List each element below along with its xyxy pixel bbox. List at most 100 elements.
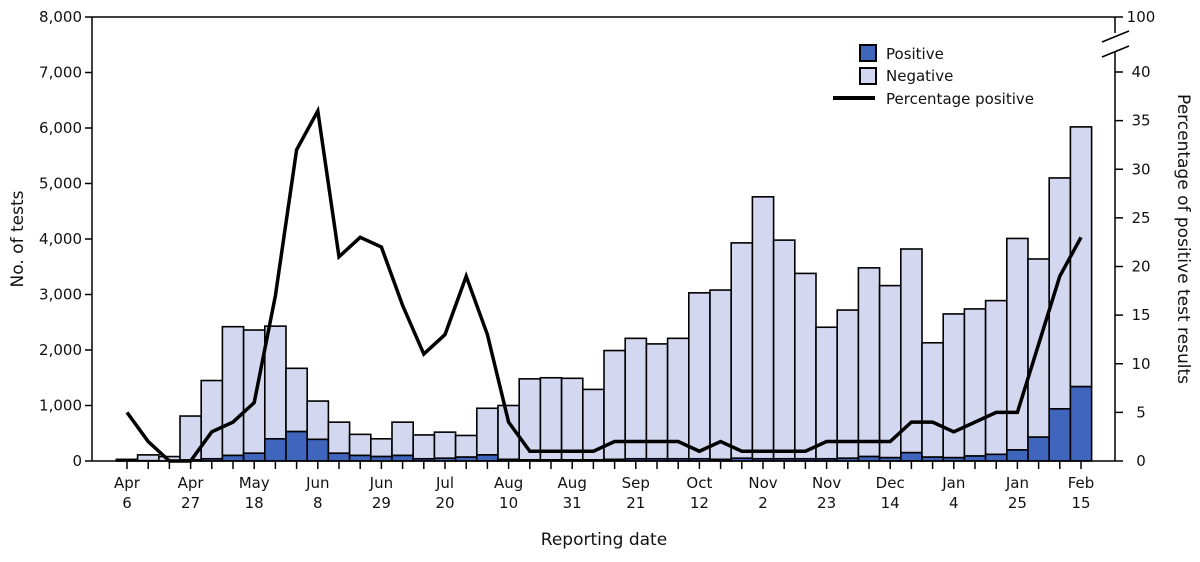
bar-negative: [1007, 238, 1028, 449]
bar-negative: [371, 439, 392, 457]
x-axis-title: Reporting date: [541, 530, 667, 550]
bar-negative: [880, 286, 901, 458]
bar-positive: [307, 439, 328, 461]
bar-positive: [986, 454, 1007, 461]
legend-label-positive: Positive: [886, 45, 944, 63]
legend-swatch-negative: [860, 68, 876, 84]
bar-positive: [1007, 450, 1028, 461]
x-tick-label-month: Apr: [178, 474, 205, 492]
bar-positive: [392, 455, 413, 461]
y2-tick-label: 15: [1131, 306, 1150, 324]
bar-positive: [222, 455, 243, 461]
x-tick-label-day: 8: [313, 494, 323, 512]
x-tick-label-day: 29: [372, 494, 391, 512]
bar-negative: [413, 435, 434, 459]
x-tick-label-month: Aug: [558, 474, 587, 492]
y-tick-label: 0: [72, 452, 82, 470]
bar-negative: [201, 381, 222, 459]
x-tick-label-day: 14: [881, 494, 900, 512]
bar-negative: [244, 330, 265, 453]
x-tick-label-month: Dec: [876, 474, 905, 492]
bar-positive: [244, 453, 265, 461]
bar-negative: [392, 422, 413, 455]
bar-negative: [138, 455, 159, 461]
y2-tick-label: 0: [1136, 452, 1146, 470]
x-tick-label-day: 12: [690, 494, 709, 512]
bar-negative: [328, 422, 349, 453]
x-tick-label-day: 23: [817, 494, 836, 512]
y2-tick-label: 30: [1131, 160, 1150, 178]
bar-negative: [562, 378, 583, 460]
y2-axis-title: Percentage of positive test results: [1173, 94, 1193, 384]
x-tick-label-month: Jun: [305, 474, 329, 492]
x-tick-label-month: Nov: [812, 474, 841, 492]
y2-tick-label: 20: [1131, 258, 1150, 276]
y2-tick-label: 40: [1131, 63, 1150, 81]
y2-tick-label: 100: [1127, 8, 1156, 26]
legend: Positive Negative Percentage positive: [833, 45, 1034, 108]
bar-positive: [1049, 409, 1070, 461]
x-tick-label-month: Jul: [435, 474, 454, 492]
bar-positive: [1028, 437, 1049, 461]
bar-negative: [689, 293, 710, 459]
y-tick-label: 5,000: [39, 175, 82, 193]
x-tick-label-day: 4: [949, 494, 959, 512]
bar-negative: [350, 434, 371, 455]
bar-negative: [752, 197, 773, 459]
x-tick-label-day: 18: [245, 494, 264, 512]
x-tick-label-day: 10: [499, 494, 518, 512]
bar-negative: [986, 301, 1007, 455]
y-tick-label: 4,000: [39, 230, 82, 248]
bar-negative: [816, 327, 837, 459]
bar-negative: [519, 379, 540, 460]
x-tick-label-day: 21: [626, 494, 645, 512]
bar-negative: [434, 432, 455, 458]
x-tick-label-day: 20: [435, 494, 454, 512]
bar-negative: [307, 401, 328, 439]
x-tick-label-month: May: [239, 474, 270, 492]
bar-negative: [286, 368, 307, 431]
bar-negative: [222, 327, 243, 456]
y-tick-label: 2,000: [39, 341, 82, 359]
x-tick-label-month: Oct: [686, 474, 712, 492]
y-tick-label: 6,000: [39, 119, 82, 137]
bar-negative: [1049, 178, 1070, 409]
bar-negative: [265, 326, 286, 439]
legend-label-negative: Negative: [886, 67, 953, 85]
y-tick-label: 8,000: [39, 8, 82, 26]
x-tick-label-day: 2: [758, 494, 768, 512]
x-tick-label-month: Jan: [941, 474, 965, 492]
x-tick-label-month: Feb: [1068, 474, 1095, 492]
x-tick-label-month: Sep: [622, 474, 650, 492]
bar-negative: [943, 314, 964, 458]
bar-negative: [1070, 127, 1091, 387]
bar-negative: [858, 268, 879, 457]
y-tick-label: 7,000: [39, 64, 82, 82]
x-tick-label-day: 27: [181, 494, 200, 512]
bar-negative: [540, 378, 561, 460]
x-tick-label-month: Jan: [1005, 474, 1029, 492]
bar-positive: [328, 453, 349, 461]
y2-tick-label: 35: [1131, 112, 1150, 130]
bar-positive: [350, 455, 371, 461]
legend-swatch-positive: [860, 45, 876, 61]
bar-positive: [1070, 387, 1091, 461]
bar-negative: [795, 273, 816, 458]
bar-positive: [286, 432, 307, 461]
legend-label-percentage: Percentage positive: [886, 90, 1034, 108]
bar-positive: [477, 455, 498, 461]
bar-negative: [456, 435, 477, 457]
y-tick-label: 3,000: [39, 286, 82, 304]
y-axis-title: No. of tests: [8, 190, 28, 287]
x-tick-label-month: Aug: [494, 474, 523, 492]
bar-positive: [265, 439, 286, 461]
bar-negative: [477, 408, 498, 455]
bar-negative: [774, 240, 795, 459]
y-tick-label: 1,000: [39, 397, 82, 415]
y2-tick-label: 25: [1131, 209, 1150, 227]
bar-negative: [710, 290, 731, 459]
x-tick-label-day: 15: [1071, 494, 1090, 512]
bar-positive: [901, 453, 922, 461]
x-tick-label-month: Jun: [369, 474, 393, 492]
